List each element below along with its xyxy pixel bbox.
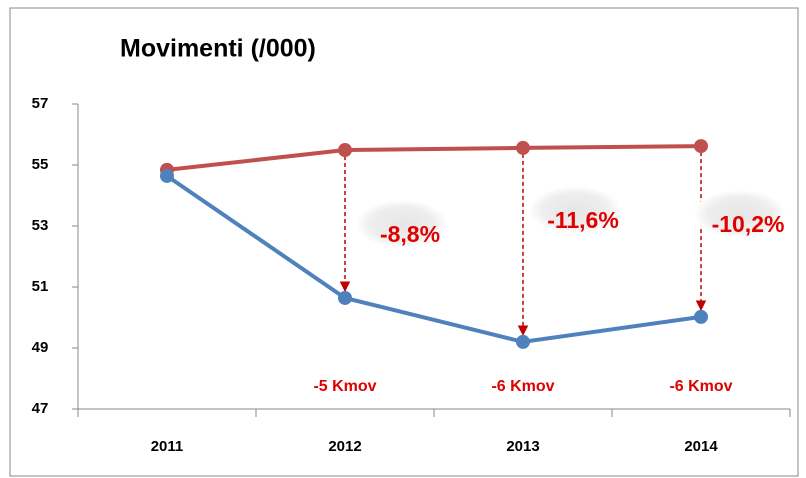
point (160, 168, 174, 183)
series-line (166, 144, 702, 172)
point (516, 140, 530, 155)
point (516, 334, 530, 349)
note: -6 Kmov (491, 378, 554, 395)
chart-title: Movimenti (/000) (120, 35, 316, 63)
annotation-bubble (529, 186, 621, 234)
y-tick-label: 51 (32, 278, 49, 295)
x-tick-label: 2011 (151, 438, 184, 455)
y-tick-label: 55 (32, 156, 49, 173)
y-tick-label: 47 (32, 400, 49, 417)
y-tick-label: 53 (32, 217, 49, 234)
y-tick-label: 57 (32, 95, 49, 112)
point (694, 309, 708, 324)
x-tick-label: 2013 (506, 438, 539, 455)
point (338, 290, 352, 305)
annotation: -11,6% (547, 207, 619, 233)
annotation: -10,2% (712, 211, 785, 237)
point (694, 139, 708, 154)
note: -5 Kmov (313, 378, 376, 395)
note: -6 Kmov (669, 378, 732, 395)
x-tick-label: 2014 (684, 438, 718, 455)
point (338, 143, 352, 158)
annotation-bubble (694, 190, 786, 238)
y-tick-label: 49 (32, 339, 49, 356)
annotation-bubble (356, 200, 448, 248)
series-line (165, 174, 702, 344)
x-tick-label: 2012 (328, 438, 361, 455)
annotation: -8,8% (380, 221, 440, 247)
